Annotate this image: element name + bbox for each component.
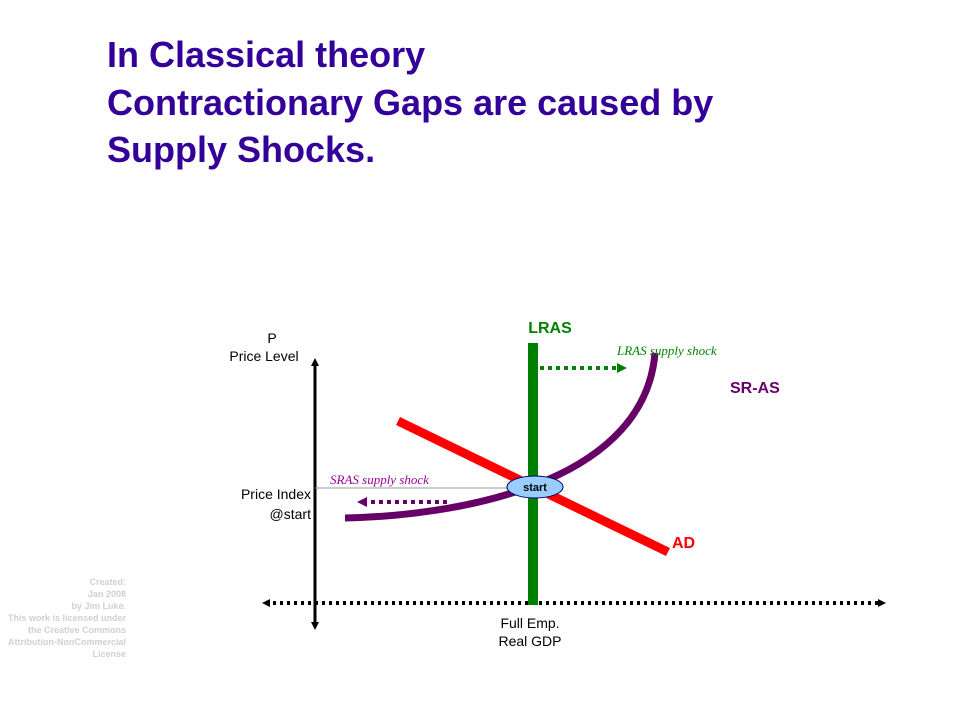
- x-axis-label: Real GDP: [498, 633, 561, 649]
- x-axis-label: Full Emp.: [500, 615, 559, 631]
- title-line: In Classical theory: [107, 34, 425, 75]
- y-axis-label: P: [267, 330, 276, 346]
- ad-label: AD: [672, 535, 695, 552]
- sras-label: SR-AS: [730, 380, 780, 397]
- price-index-label: Price Index: [241, 486, 311, 502]
- sras-curve: [344, 352, 659, 522]
- credit-line: This work is licensed under: [8, 613, 127, 623]
- start-point: [506, 475, 564, 499]
- credit-line: License: [92, 649, 126, 659]
- y-axis-label: Price Level: [229, 348, 298, 364]
- credit-line: Created:: [89, 577, 126, 587]
- credit-line: Jan 2008: [88, 589, 126, 599]
- start-label: start: [523, 482, 547, 494]
- sras-shock-label: SRAS supply shock: [330, 472, 429, 487]
- lras-label: LRAS: [528, 320, 572, 337]
- credit-line: the Creative Commons: [28, 625, 126, 635]
- title-line: Contractionary Gaps are caused by: [107, 82, 713, 123]
- price-index-label: @start: [270, 506, 312, 522]
- credit-line: by Jim Luke.: [71, 601, 126, 611]
- credit-line: Attribution-NonCommercial: [8, 637, 126, 647]
- title-line: Supply Shocks.: [107, 129, 375, 170]
- lras-shock-label: LRAS supply shock: [616, 343, 717, 358]
